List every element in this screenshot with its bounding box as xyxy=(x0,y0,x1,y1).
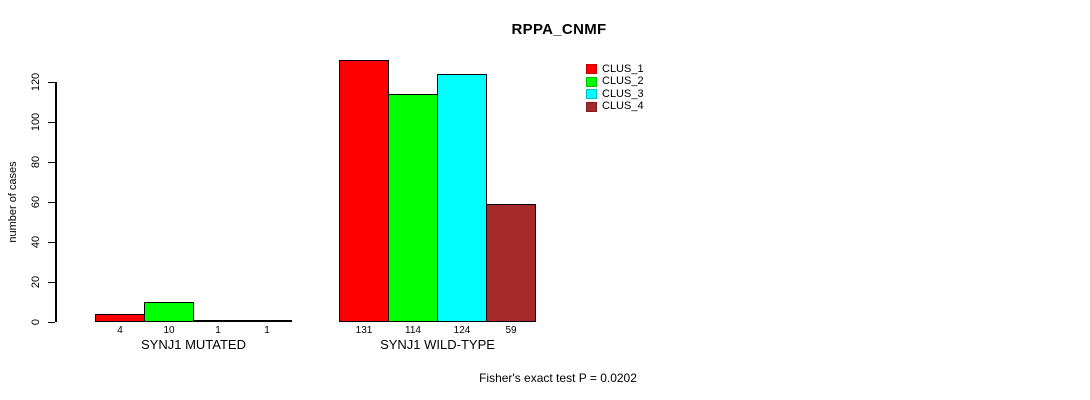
bar-clus_2-mutated xyxy=(144,302,194,322)
bar-value-label: 124 xyxy=(453,325,471,336)
y-tick-mark xyxy=(48,201,55,203)
y-tick-label: 0 xyxy=(30,318,42,326)
legend-row-clus_4: CLUS_4 xyxy=(586,101,644,114)
bar-clus_2-wild-type xyxy=(388,94,438,322)
legend-row-clus_3: CLUS_3 xyxy=(586,88,644,101)
group-label-wild-type: SYNJ1 WILD-TYPE xyxy=(380,337,495,352)
legend-row-clus_2: CLUS_2 xyxy=(586,76,644,89)
legend-label: CLUS_4 xyxy=(602,100,644,113)
bar-value-label: 4 xyxy=(117,325,123,336)
y-tick-label: 60 xyxy=(30,195,42,209)
legend-swatch-icon xyxy=(586,64,597,75)
y-tick-label: 100 xyxy=(30,112,42,132)
bar-value-label: 114 xyxy=(405,325,421,336)
legend: CLUS_1 CLUS_2 CLUS_3 CLUS_4 xyxy=(586,63,644,113)
y-tick-mark xyxy=(48,81,55,83)
bar-value-label: 10 xyxy=(163,325,175,336)
legend-row-clus_1: CLUS_1 xyxy=(586,63,644,76)
bar-clus_3-wild-type xyxy=(437,74,487,322)
group-label-mutated: SYNJ1 MUTATED xyxy=(141,337,246,352)
y-tick-mark xyxy=(48,241,55,243)
bar-clus_3-mutated xyxy=(193,320,243,322)
y-tick-label: 20 xyxy=(30,275,42,289)
legend-swatch-icon xyxy=(586,76,597,87)
y-tick-label: 120 xyxy=(30,72,42,92)
bar-clus_4-wild-type xyxy=(486,204,536,322)
y-axis-label: number of cases xyxy=(7,161,19,243)
legend-label: CLUS_2 xyxy=(602,75,644,88)
legend-label: CLUS_1 xyxy=(602,62,644,75)
y-axis xyxy=(55,82,57,322)
y-tick-mark xyxy=(48,281,55,283)
bar-value-label: 131 xyxy=(355,325,373,336)
bar-clus_1-mutated xyxy=(95,314,145,322)
legend-label: CLUS_3 xyxy=(602,87,644,100)
y-tick-label: 80 xyxy=(30,155,42,169)
legend-swatch-icon xyxy=(586,89,597,100)
y-tick-mark xyxy=(48,121,55,123)
y-tick-mark xyxy=(48,161,55,163)
chart-title: RPPA_CNMF xyxy=(511,21,607,38)
legend-swatch-icon xyxy=(586,101,597,112)
y-tick-label: 40 xyxy=(30,235,42,249)
bar-clus_4-mutated xyxy=(242,320,292,322)
bar-clus_1-wild-type xyxy=(339,60,389,322)
pvalue-annotation: Fisher's exact test P = 0.0202 xyxy=(479,371,637,385)
bar-value-label: 1 xyxy=(215,325,221,336)
y-tick-mark xyxy=(48,321,55,323)
bar-value-label: 1 xyxy=(264,325,270,336)
bar-value-label: 59 xyxy=(505,325,517,336)
